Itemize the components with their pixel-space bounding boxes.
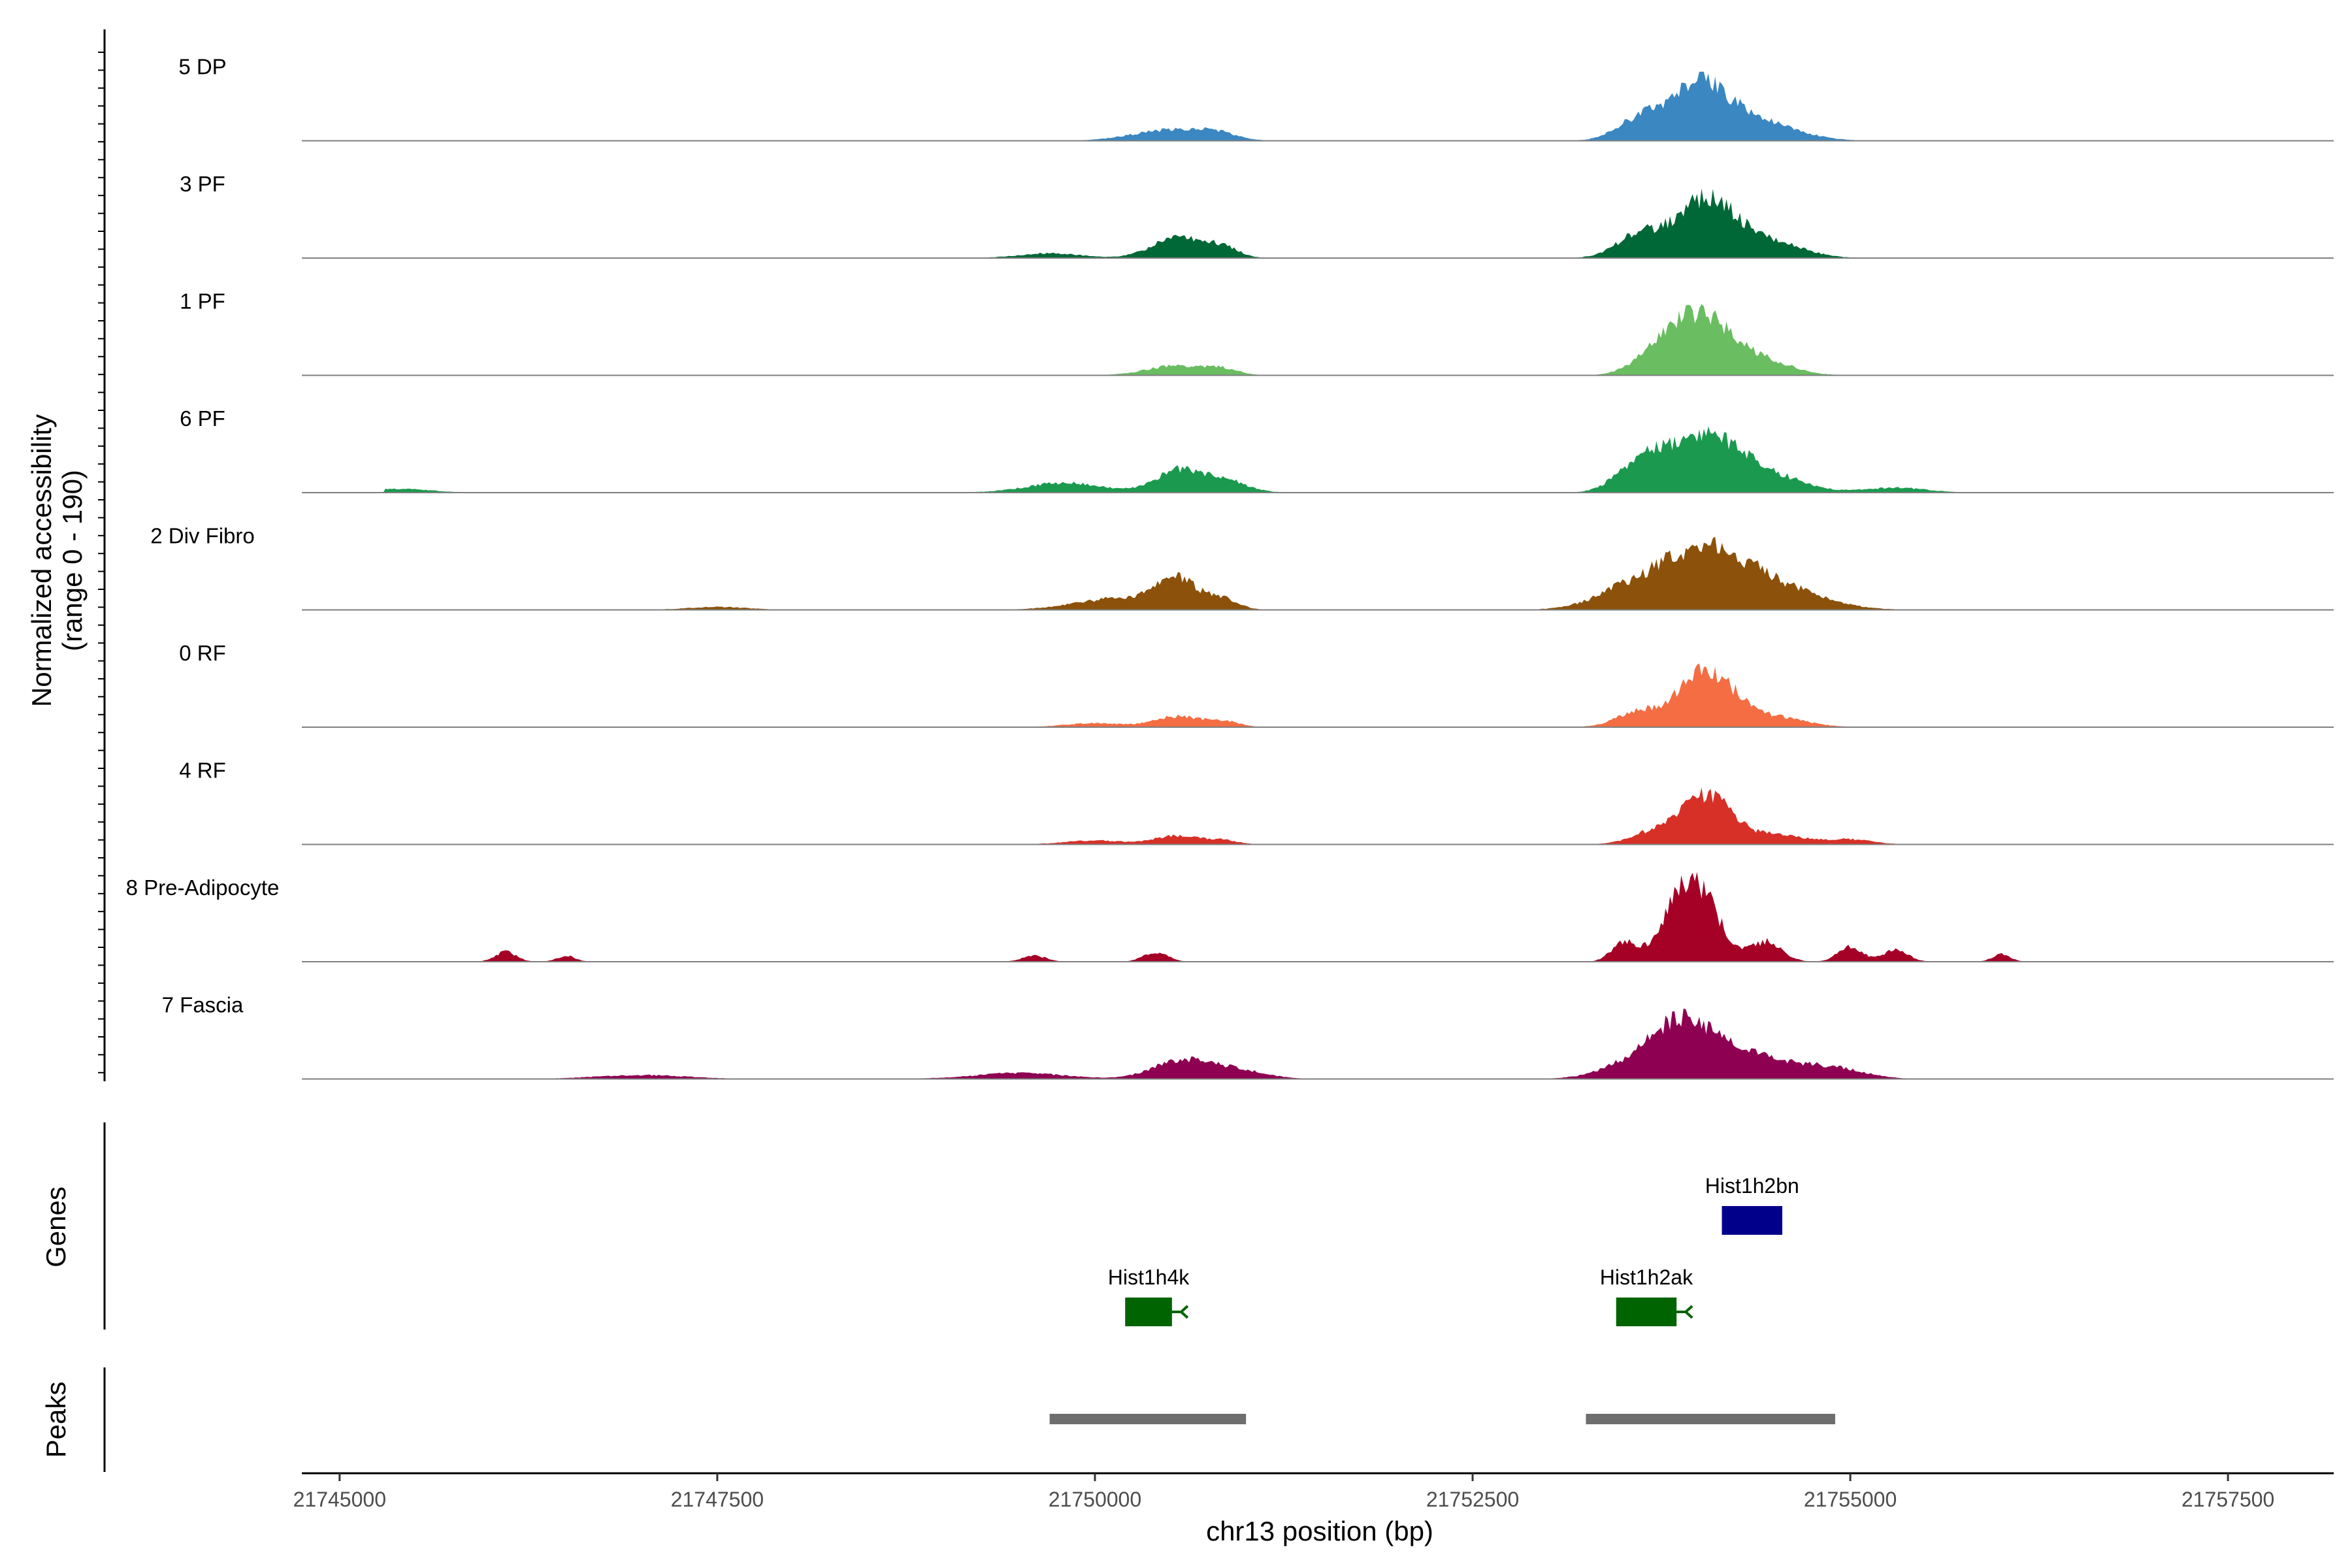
x-tick-label: 21747500	[671, 1488, 764, 1511]
track-label: 1 PF	[180, 289, 225, 314]
gene-model: Hist1h2bn	[1705, 1174, 1799, 1235]
x-axis-title: chr13 position (bp)	[1206, 1516, 1433, 1546]
x-tick-label: 21752500	[1426, 1488, 1519, 1511]
coverage-track: 8 Pre-Adipocyte	[126, 872, 2334, 962]
coverage-track: 5 DP	[178, 55, 2334, 142]
x-tick-label: 21750000	[1049, 1488, 1141, 1511]
x-tick-label: 21757500	[2181, 1488, 2274, 1511]
coverage-area	[302, 71, 2334, 141]
gene-label: Hist1h2ak	[1600, 1266, 1693, 1289]
track-label: 8 Pre-Adipocyte	[126, 875, 280, 900]
coverage-area	[302, 426, 2334, 493]
coverage-y-axis	[98, 29, 106, 1081]
coverage-area	[302, 872, 2334, 962]
coverage-area	[302, 304, 2334, 376]
track-label: 7 Fascia	[162, 993, 244, 1017]
coverage-track: 1 PF	[180, 289, 2334, 376]
gene-model: Hist1h2ak	[1600, 1266, 1693, 1326]
gene-body	[1125, 1298, 1172, 1326]
peak-region	[1049, 1414, 1247, 1424]
coverage-track: 0 RF	[179, 641, 2334, 728]
track-label: 3 PF	[180, 172, 225, 196]
peaks-track-title: Peaks	[41, 1382, 71, 1458]
track-label: 2 Div Fibro	[150, 524, 255, 548]
genes-track: Hist1h2bn Hist1h4k Hist1h2ak	[103, 1122, 1799, 1330]
y-axis-range: (range 0 - 190)	[57, 470, 88, 651]
peak-region	[1586, 1414, 1835, 1424]
coverage-track: 3 PF	[180, 172, 2334, 259]
coverage-area	[302, 1008, 2334, 1079]
coverage-tracks: 5 DP 3 PF 1 PF 6 PF 2 Div Fibro 0 RF 4 RF 8 Pre…	[126, 55, 2334, 1080]
track-label: 4 RF	[179, 759, 226, 783]
x-tick-label: 21755000	[1804, 1488, 1897, 1511]
coverage-track: 7 Fascia	[162, 993, 2334, 1080]
track-label: 5 DP	[178, 55, 226, 79]
y-axis-title: Normalized accessibility	[26, 414, 57, 707]
coverage-track: 6 PF	[180, 406, 2334, 493]
track-label: 6 PF	[180, 406, 225, 431]
coverage-area	[302, 536, 2334, 610]
x-axis: 21745000 21747500 21750000 21752500 21755000…	[293, 1472, 2334, 1511]
coverage-area	[302, 663, 2334, 727]
coverage-track: 2 Div Fibro	[150, 524, 2334, 611]
gene-model: Hist1h4k	[1108, 1266, 1190, 1326]
gene-body	[1616, 1298, 1677, 1326]
coverage-track: 4 RF	[179, 759, 2334, 845]
coverage-area	[302, 188, 2334, 258]
gene-label: Hist1h4k	[1108, 1266, 1190, 1289]
x-tick-label: 21745000	[293, 1488, 386, 1511]
gene-label: Hist1h2bn	[1705, 1174, 1799, 1198]
genes-track-title: Genes	[41, 1186, 71, 1267]
track-label: 0 RF	[179, 641, 226, 665]
peaks-track	[103, 1367, 1835, 1472]
coverage-area	[302, 787, 2334, 845]
gene-body	[1722, 1206, 1783, 1235]
